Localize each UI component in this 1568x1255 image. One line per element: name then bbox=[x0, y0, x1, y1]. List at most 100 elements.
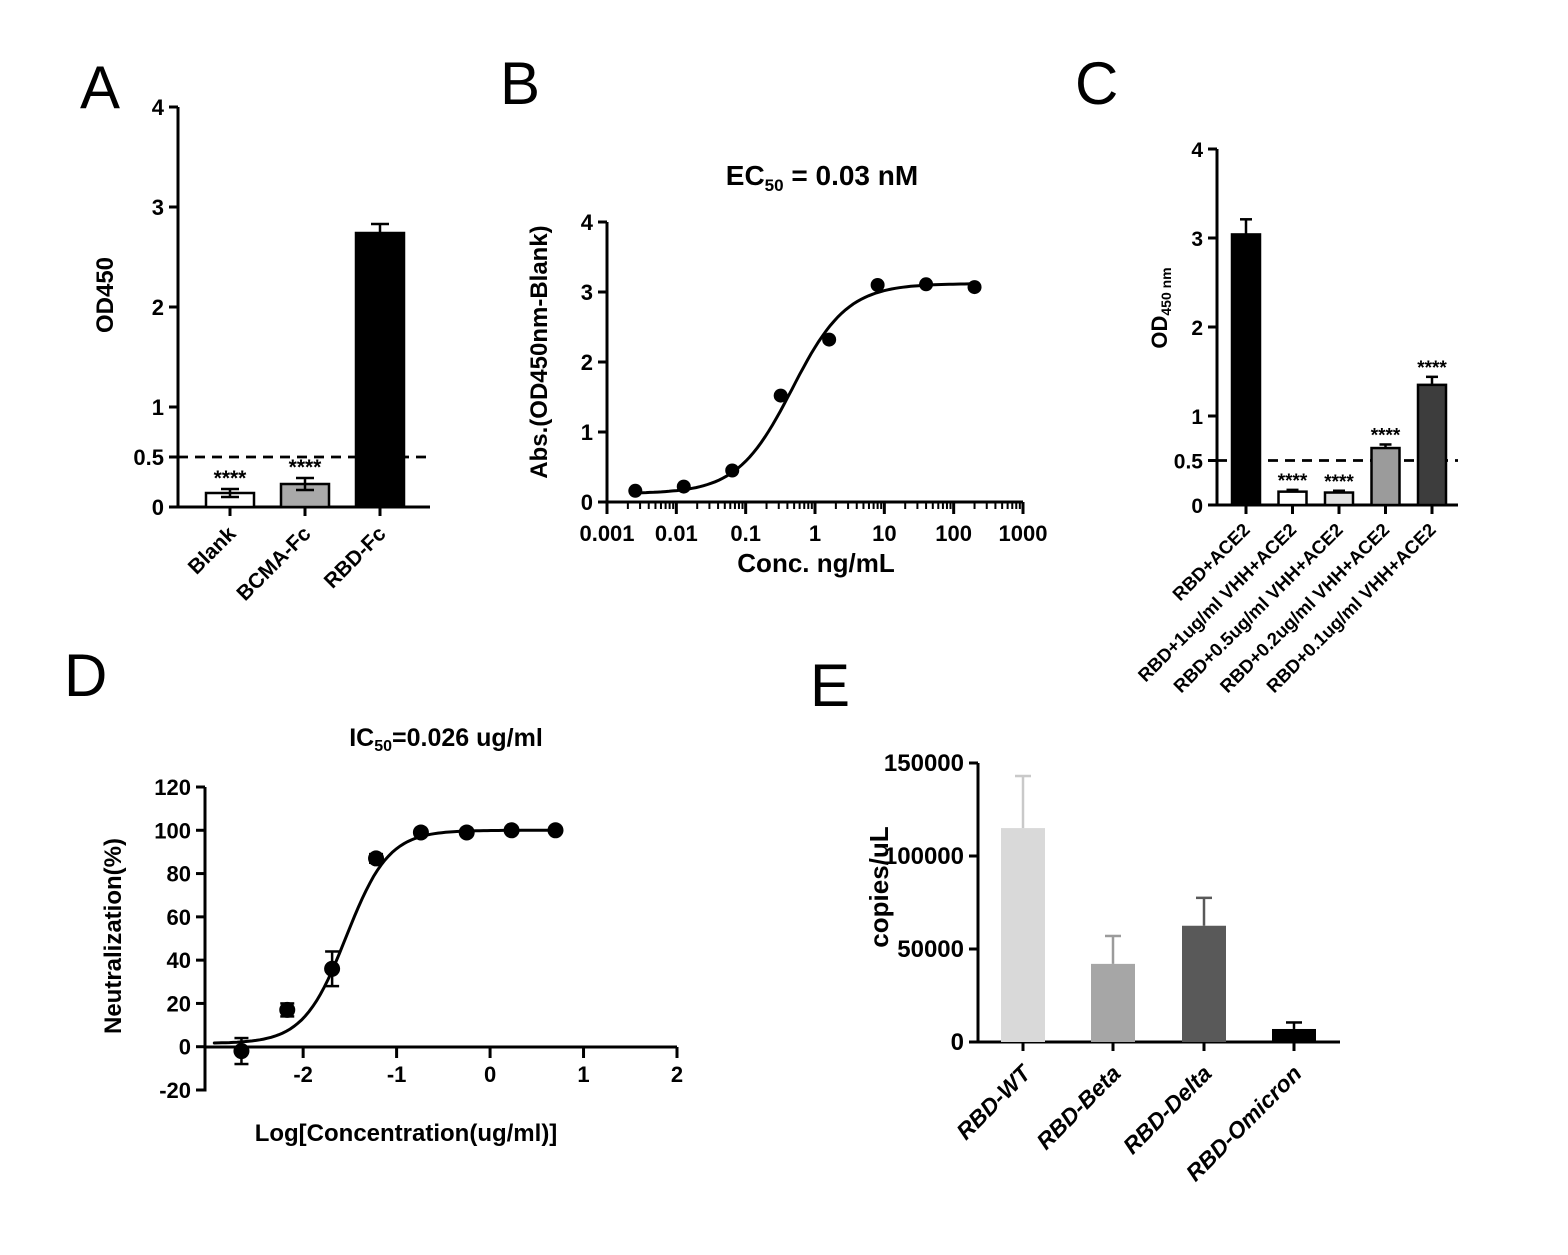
bar-RBD-Beta bbox=[1091, 963, 1135, 1042]
x-tick-label: 0.01 bbox=[655, 521, 698, 546]
panel-label-d: D bbox=[64, 642, 108, 709]
significance-stars: **** bbox=[1278, 471, 1308, 492]
x-tick-label: 0.001 bbox=[579, 521, 634, 546]
x-category-label: RBD-Delta bbox=[1118, 1060, 1217, 1159]
chart-title: IC50=0.026 ug/ml bbox=[349, 724, 543, 755]
y-tick-label: 0 bbox=[951, 1029, 964, 1056]
panel-label-a: A bbox=[80, 54, 121, 121]
x-category-label: RBD-WT bbox=[951, 1059, 1037, 1145]
bar-RBD+1ug/ml VHH+ACE2 bbox=[1277, 490, 1308, 507]
data-point bbox=[412, 824, 429, 841]
y-tick-label: 120 bbox=[154, 775, 191, 800]
y-tick-label: 1 bbox=[1191, 406, 1203, 429]
x-axis-title: Conc. ng/mL bbox=[737, 548, 895, 578]
data-point bbox=[967, 280, 982, 295]
y-tick-label: 4 bbox=[581, 210, 594, 235]
y-tick-label: 2 bbox=[581, 350, 593, 375]
data-point bbox=[368, 850, 385, 867]
data-point bbox=[503, 822, 520, 839]
data-point bbox=[458, 824, 475, 841]
y-axis-title: Abs.(OD450nm-Blank) bbox=[526, 225, 553, 478]
panel-b-chart: 0 1 2 3 4 0.001 0.01 0.1 1 10 100 1000 EC50 = 0.03 n… bbox=[526, 160, 1047, 578]
fit-curve bbox=[629, 282, 978, 495]
significance-stars: **** bbox=[289, 456, 323, 479]
x-category-label: BCMA-Fc bbox=[232, 522, 315, 605]
data-point bbox=[870, 278, 885, 292]
y-tick-label: 60 bbox=[167, 905, 191, 930]
significance-stars: **** bbox=[214, 467, 248, 490]
data-point bbox=[628, 483, 643, 498]
bar-RBD-WT bbox=[1001, 828, 1045, 1042]
x-tick-label: 0.1 bbox=[730, 521, 761, 546]
bar-RBD-Delta bbox=[1182, 925, 1226, 1042]
y-tick-label: 0.5 bbox=[1174, 451, 1204, 474]
y-axis-title: Neutralization(%) bbox=[100, 838, 127, 1034]
y-axis-title: OD450 nm bbox=[1147, 267, 1174, 348]
data-point bbox=[725, 463, 740, 478]
y-tick-label: 4 bbox=[152, 95, 165, 120]
bar-RBD-Fc bbox=[354, 231, 406, 509]
y-tick-label: 80 bbox=[167, 862, 191, 887]
bar-RBD+ACE2 bbox=[1230, 233, 1262, 507]
significance-stars: **** bbox=[1417, 358, 1447, 379]
x-tick-label: 100 bbox=[935, 521, 972, 546]
x-category-label: Blank bbox=[184, 522, 241, 579]
panel-e-chart: 0 50000 100000 150000 RBD-WTRBD-BetaRBD-Delt… bbox=[864, 750, 1340, 1186]
y-tick-label: 3 bbox=[152, 195, 164, 220]
y-tick-label: 20 bbox=[167, 991, 191, 1016]
y-tick-label: 3 bbox=[1191, 228, 1203, 251]
x-tick-label: 10 bbox=[872, 521, 896, 546]
y-tick-label: 100 bbox=[154, 818, 191, 843]
y-axis-title: copies/uL bbox=[864, 826, 894, 947]
panel-a-chart: 0 0.5 1 2 3 4 **** Blank **** BCMA-Fc RBD-Fc OD450 bbox=[92, 95, 430, 605]
x-tick-label: 1000 bbox=[999, 521, 1048, 546]
x-category-label: RBD-Fc bbox=[320, 522, 391, 593]
y-tick-label: 0 bbox=[152, 495, 164, 520]
panel-label-c: C bbox=[1075, 50, 1119, 117]
y-tick-label: 0 bbox=[179, 1035, 191, 1060]
significance-stars: **** bbox=[1371, 426, 1401, 447]
panel-d-chart: -20 0 20 40 60 80 100 120 -2 -1 0 1 2 IC50=0.026 ug/m… bbox=[100, 724, 683, 1147]
x-tick-label: 1 bbox=[809, 521, 821, 546]
x-tick-label: 1 bbox=[577, 1062, 589, 1087]
y-tick-label: -20 bbox=[159, 1078, 191, 1103]
data-point bbox=[279, 1001, 296, 1018]
chart-title: EC50 = 0.03 nM bbox=[726, 160, 918, 195]
data-point bbox=[919, 277, 934, 292]
bar-RBD+0.1ug/ml VHH+ACE2 bbox=[1416, 383, 1448, 507]
x-tick-label: -1 bbox=[387, 1062, 407, 1087]
y-tick-label: 0 bbox=[581, 490, 593, 515]
y-tick-label: 50000 bbox=[897, 936, 964, 963]
data-point bbox=[547, 822, 564, 839]
data-point bbox=[233, 1043, 250, 1060]
x-tick-label: -2 bbox=[293, 1062, 313, 1087]
y-tick-label: 100000 bbox=[884, 843, 964, 870]
x-axis-title: Log[Concentration(ug/ml)] bbox=[255, 1120, 558, 1147]
data-point bbox=[773, 388, 788, 403]
x-tick-label: 2 bbox=[671, 1062, 683, 1087]
y-tick-label: 0 bbox=[1191, 495, 1203, 518]
bar-RBD+0.5ug/ml VHH+ACE2 bbox=[1323, 491, 1355, 507]
x-category-label: RBD-Beta bbox=[1031, 1060, 1125, 1154]
bar-RBD+0.2ug/ml VHH+ACE2 bbox=[1370, 446, 1401, 507]
panel-label-b: B bbox=[500, 50, 541, 117]
y-tick-label: 4 bbox=[1191, 139, 1203, 162]
y-tick-label: 2 bbox=[152, 295, 164, 320]
data-point bbox=[822, 332, 837, 347]
y-tick-label: 3 bbox=[581, 280, 593, 305]
y-axis-title: OD450 bbox=[92, 257, 119, 333]
y-tick-label: 40 bbox=[167, 948, 191, 973]
bar-RBD-Omicron bbox=[1272, 1028, 1316, 1042]
fit-curve bbox=[212, 828, 557, 1045]
data-point bbox=[324, 960, 341, 977]
panel-label-e: E bbox=[810, 652, 851, 719]
y-tick-label: 1 bbox=[581, 420, 593, 445]
y-tick-label: 2 bbox=[1191, 317, 1203, 340]
significance-stars: **** bbox=[1324, 472, 1354, 493]
x-tick-label: 0 bbox=[484, 1062, 496, 1087]
data-point bbox=[676, 479, 691, 494]
y-tick-label: 1 bbox=[152, 395, 164, 420]
